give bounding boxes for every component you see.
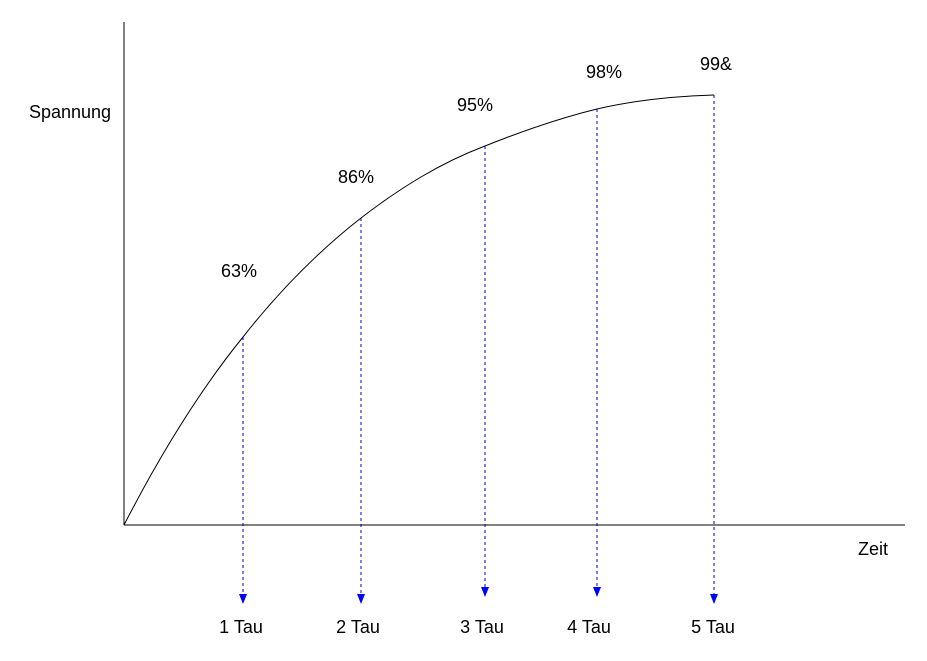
- tau-label: 1 Tau: [219, 617, 263, 637]
- tau-label: 2 Tau: [336, 617, 380, 637]
- marker: 99& 5 Tau: [691, 54, 735, 637]
- arrowhead: [239, 594, 247, 604]
- arrowhead: [710, 594, 718, 604]
- charging-curve: [123, 94, 715, 526]
- x-axis-label: Zeit: [858, 539, 888, 559]
- marker: 98% 4 Tau: [567, 62, 622, 637]
- y-axis-label: Spannung: [29, 102, 111, 122]
- percent-label: 86%: [338, 167, 374, 187]
- arrowhead: [593, 587, 601, 597]
- tau-label: 3 Tau: [460, 617, 504, 637]
- marker: 86% 2 Tau: [336, 167, 380, 637]
- tau-label: 5 Tau: [691, 617, 735, 637]
- percent-label: 98%: [586, 62, 622, 82]
- marker: 63% 1 Tau: [219, 261, 263, 637]
- arrowhead: [357, 594, 365, 604]
- percent-label: 99&: [700, 54, 732, 74]
- tau-label: 4 Tau: [567, 617, 611, 637]
- marker: 95% 3 Tau: [457, 95, 504, 637]
- arrowhead: [481, 587, 489, 597]
- percent-label: 95%: [457, 95, 493, 115]
- percent-label: 63%: [221, 261, 257, 281]
